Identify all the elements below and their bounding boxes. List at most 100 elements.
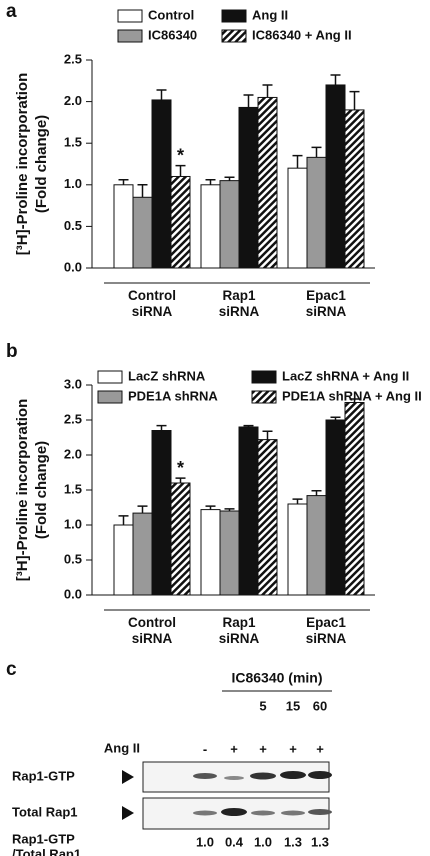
x-tick-label: Control siRNA: [128, 288, 176, 319]
legend-swatch: [97, 370, 123, 384]
x-tick-label: Control siRNA: [128, 615, 176, 646]
ratio-value: 1.3: [311, 834, 329, 849]
bar: [325, 419, 346, 596]
error-bar: [262, 84, 273, 98]
x-tick-label: Epac1 siRNA: [305, 288, 347, 319]
ratio-value: 0.4: [225, 834, 244, 849]
y-tick-label: 2.0: [64, 93, 82, 108]
bar: [219, 510, 240, 596]
bar: [325, 84, 346, 269]
x-tick-label: Epac1 siRNA: [305, 615, 347, 646]
legend-swatch: [97, 390, 123, 404]
bar: [238, 106, 259, 269]
error-bar: [205, 179, 216, 185]
panel-label: c: [6, 659, 17, 680]
y-tick-label: 2.0: [64, 446, 82, 461]
band: [308, 771, 332, 779]
bar: [306, 495, 327, 596]
bar: [132, 196, 153, 269]
bar: [219, 180, 240, 269]
annotation: *: [177, 145, 184, 165]
bar: [306, 156, 327, 269]
error-bar: [243, 94, 254, 108]
band: [281, 810, 305, 816]
band: [193, 773, 217, 779]
legend-label: IC86340 + Ang II: [252, 27, 352, 42]
bar: [238, 426, 259, 596]
y-tick-label: 2.5: [64, 51, 82, 66]
error-bar: [175, 164, 186, 177]
error-bar: [118, 515, 129, 525]
treatment-header: IC86340 (min): [231, 670, 322, 686]
ang-sign: +: [259, 741, 267, 756]
ratio-value: 1.0: [196, 834, 214, 849]
time-label: 15: [286, 698, 300, 713]
bar: [257, 439, 278, 596]
bar: [170, 482, 191, 596]
arrow: [122, 770, 134, 784]
y-tick-label: 0.0: [64, 586, 82, 601]
error-bar: [292, 498, 303, 504]
legend-label: IC86340: [148, 27, 197, 42]
legend-swatch: [117, 29, 143, 43]
error-bar: [292, 154, 303, 169]
bar: [344, 402, 365, 596]
y-axis-label: [³H]-Proline incorporation (Fold change): [14, 398, 50, 582]
error-bar: [118, 179, 129, 185]
legend-swatch: [251, 370, 277, 384]
legend-label: Ang II: [252, 7, 288, 22]
error-bar: [330, 74, 341, 85]
x-tick-label: Rap1 siRNA: [218, 615, 260, 646]
x-tick-label: Rap1 siRNA: [218, 288, 260, 319]
legend-swatch: [221, 29, 247, 43]
legend-label: Control: [148, 7, 194, 22]
error-bar: [311, 489, 322, 496]
y-tick-label: 0.5: [64, 551, 82, 566]
legend-swatch: [221, 9, 247, 23]
error-bar: [175, 477, 186, 483]
legend-swatch: [117, 9, 143, 23]
band: [221, 808, 247, 816]
legend-label: PDE1A shRNA: [128, 388, 218, 403]
bar: [200, 184, 221, 269]
band: [193, 810, 217, 816]
error-bar: [330, 416, 341, 420]
legend-label: LacZ shRNA + Ang II: [282, 368, 409, 383]
error-bar: [243, 424, 254, 427]
bar: [132, 512, 153, 596]
bar: [344, 109, 365, 269]
legend-label: LacZ shRNA: [128, 368, 206, 383]
y-tick-label: 1.0: [64, 176, 82, 191]
error-bar: [156, 424, 167, 431]
ang-sign: +: [289, 741, 297, 756]
error-bar: [224, 176, 235, 181]
legend-swatch: [251, 390, 277, 404]
y-tick-label: 1.5: [64, 135, 82, 150]
band: [251, 810, 275, 816]
bar: [287, 503, 308, 596]
error-bar: [156, 89, 167, 100]
ang-label: Ang II: [104, 740, 140, 755]
bar: [151, 430, 172, 596]
ang-sign: -: [203, 741, 207, 756]
error-bar: [349, 398, 360, 403]
band: [250, 772, 276, 780]
ang-sign: +: [230, 741, 238, 756]
panel-label: a: [6, 1, 17, 22]
bar: [113, 184, 134, 269]
panel-label: b: [6, 341, 18, 362]
bar: [287, 167, 308, 269]
band: [308, 809, 332, 815]
row-label: Total Rap1: [12, 804, 78, 819]
time-label: 60: [313, 698, 327, 713]
time-label: 5: [259, 698, 266, 713]
legend-label: PDE1A shRNA + Ang II: [282, 388, 422, 403]
row-label: Rap1-GTP: [12, 768, 75, 783]
ratio-label: /Total Rap1: [12, 846, 81, 856]
y-tick-label: 1.5: [64, 481, 82, 496]
ratio-value: 1.0: [254, 834, 272, 849]
error-bar: [311, 146, 322, 158]
y-axis-label: [³H]-Proline incorporation (Fold change): [14, 72, 50, 256]
